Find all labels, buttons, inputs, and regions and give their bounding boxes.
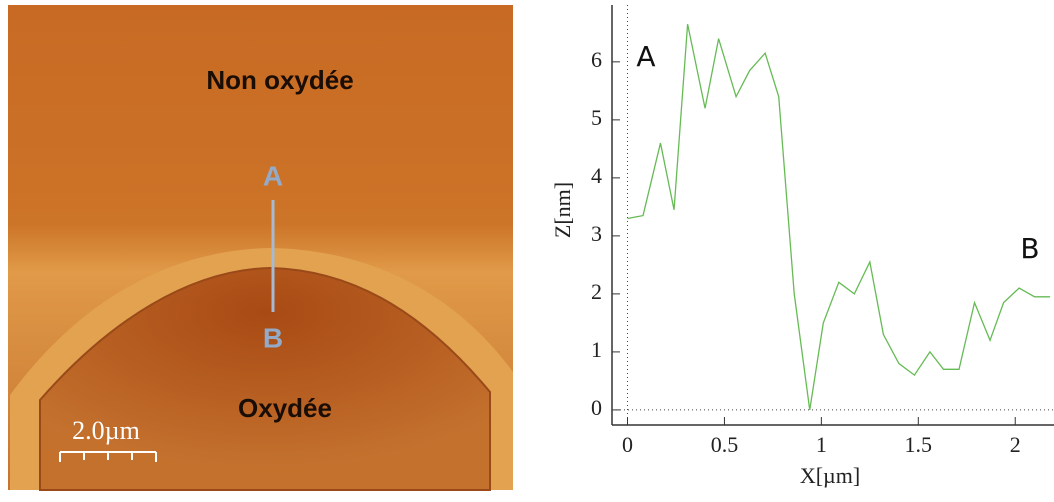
y-axis-label: Z[nm] [550,182,575,238]
x-tick-label: 1 [816,432,827,457]
afm-image: Non oxydée A B Oxydée 2.0µm [8,5,513,491]
region-label: Non oxydée [206,65,353,95]
y-tick-label: 2 [591,279,602,304]
dome [39,266,491,491]
line-series [627,24,1051,411]
region-label: Oxydée [238,393,332,423]
annotation: A [636,40,655,73]
y-tick-label: 0 [591,395,602,420]
x-tick-label: 2 [1010,432,1021,457]
x-tick-label: 0.5 [711,432,739,457]
y-tick-label: 4 [591,163,602,188]
y-tick-label: 6 [591,47,602,72]
x-tick-label: 0 [622,432,633,457]
x-tick-label: 1.5 [905,432,933,457]
scale-bar [59,451,157,462]
point-label: B [263,322,283,353]
y-tick-label: 5 [591,105,602,130]
x-axis-label: X[µm] [800,463,860,488]
annotation: B [1020,232,1039,265]
scale-bar-label: 2.0µm [72,416,140,445]
y-tick-label: 3 [591,221,602,246]
y-tick-label: 1 [591,337,602,362]
point-label: A [263,160,283,191]
